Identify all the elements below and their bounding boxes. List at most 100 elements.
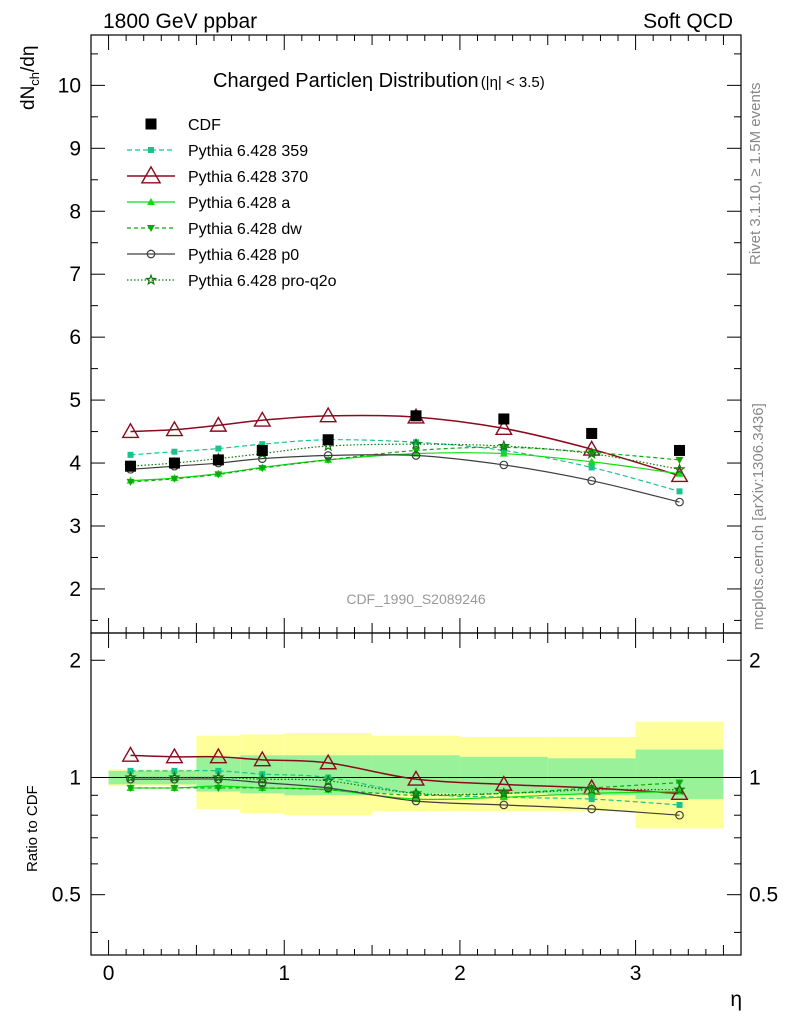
legend-marker-p370	[140, 165, 162, 184]
ratio-point-p370	[121, 746, 140, 762]
point-p359	[215, 445, 222, 452]
ratio-point-pdw	[675, 779, 684, 787]
point-pdw	[214, 471, 223, 479]
ratio-line-p370	[130, 754, 680, 795]
ratio-point-p370	[670, 784, 689, 800]
y-tick-label: 3	[69, 515, 81, 538]
ratio-point-pdw	[170, 784, 179, 792]
ratio-point-pp0	[411, 796, 421, 806]
cdf-data-point	[212, 454, 224, 466]
ratio-point-pdw	[258, 784, 267, 792]
cdf-data-point	[498, 413, 510, 425]
ratio-tick-label-left: 2	[69, 649, 81, 672]
point-pq2o	[673, 462, 686, 475]
cdf-data-point	[322, 434, 334, 446]
ratio-line-pp0	[130, 778, 680, 816]
ratio-point-pp0	[214, 774, 223, 784]
ratio-point-pdw	[587, 784, 596, 792]
mcplots-label: mcplots.cern.ch [arXiv:1306.3436]	[750, 403, 767, 630]
ratio-point-p370	[406, 769, 426, 786]
y-tick-label: 6	[69, 326, 81, 349]
y-tick-label: 2	[69, 578, 81, 601]
ratio-ylabel: Ratio to CDF	[24, 785, 41, 872]
ratio-point-p359	[588, 796, 595, 803]
ratio-point-p370	[209, 747, 228, 764]
ratio-point-pp0	[323, 783, 333, 793]
x-tick-label: 0	[103, 962, 115, 985]
point-p370	[165, 420, 184, 437]
point-p359	[171, 448, 178, 455]
axes-frame: 2 3 4 5 6 7 8 9 10 0 1 2 3 0.5 0.5 1 1 2 2	[52, 34, 778, 985]
cdf-data-point	[168, 457, 180, 469]
ratio-point-p359	[215, 767, 222, 774]
point-p370	[253, 411, 272, 427]
ratio-point-pq2o	[585, 783, 598, 795]
x-axis-label: η	[730, 988, 742, 1011]
legend-marker-pp0	[146, 249, 156, 259]
ratio-point-pdw	[126, 784, 135, 792]
point-pa	[675, 469, 684, 477]
ratio-point-pp0	[170, 774, 179, 784]
ratio-tick-label-right: 0.5	[749, 884, 778, 907]
point-pdw	[170, 475, 179, 483]
legend-label-p359: Pythia 6.428 359	[188, 143, 308, 160]
ratio-point-p370	[165, 747, 184, 764]
ratio-line-pq2o	[130, 776, 680, 796]
cdf-data-point	[256, 444, 268, 456]
series-line-p359	[130, 439, 680, 492]
cdf-data-point	[410, 410, 422, 422]
main-series-lines	[121, 406, 689, 507]
ratio-tick-label-left: 0.5	[52, 884, 81, 907]
cdf-data-point	[674, 444, 686, 456]
series-line-pp0	[130, 454, 680, 503]
point-pdw	[258, 465, 267, 473]
ratio-point-pp0	[126, 774, 135, 784]
header-category: Soft QCD	[643, 10, 733, 33]
ratio-line-pa	[130, 785, 680, 801]
point-pa	[587, 457, 596, 465]
point-pp0	[411, 451, 421, 460]
y-tick-label: 9	[69, 137, 81, 160]
point-p359	[259, 441, 266, 448]
point-p370	[121, 422, 140, 439]
ratio-point-pq2o	[673, 783, 686, 795]
ratio-line-p359	[130, 770, 680, 806]
y-tick-label: 8	[69, 200, 81, 223]
legend-marker-pa	[147, 198, 155, 205]
x-tick-label: 3	[630, 962, 642, 985]
chart-title: Charged Particleη Distribution (|η| < 3.5…	[213, 70, 545, 92]
ratio-point-pdw	[214, 784, 223, 792]
ratio-point-pp0	[587, 804, 597, 814]
point-pq2o	[409, 437, 423, 450]
point-p370	[209, 416, 228, 432]
point-p370	[319, 406, 338, 423]
y-tick-label: 4	[69, 452, 81, 475]
ratio-point-p370	[319, 753, 338, 770]
legend-label-cdf: CDF	[188, 117, 221, 134]
legend-marker-p359	[148, 147, 154, 153]
ratio-tick-label-left: 1	[69, 766, 81, 789]
ratio-point-pq2o	[168, 771, 181, 783]
ratio-point-p359	[171, 767, 178, 774]
point-pdw	[587, 449, 596, 457]
main-ylabel: dNch/dη	[18, 46, 42, 110]
ratio-point-p359	[127, 767, 134, 774]
point-p359	[588, 464, 595, 471]
series-line-p370	[130, 414, 680, 477]
legend: CDF Pythia 6.428 359 Pythia 6.428 370 Pythi…	[127, 117, 337, 290]
point-pdw	[126, 478, 135, 486]
analysis-id: CDF_1990_S2089246	[346, 591, 486, 607]
ratio-point-pq2o	[212, 771, 225, 783]
cdf-data-point	[586, 427, 598, 439]
y-tick-label: 5	[69, 389, 81, 412]
ratio-point-pp0	[499, 800, 509, 810]
legend-label-pa: Pythia 6.428 a	[188, 195, 290, 212]
ratio-tick-label-right: 1	[749, 766, 761, 789]
legend-label-p370: Pythia 6.428 370	[188, 169, 308, 186]
rivet-version-label: Rivet 3.1.10, ≥ 1.5M events	[747, 83, 764, 266]
point-p359	[127, 451, 134, 458]
ratio-point-pp0	[257, 778, 267, 787]
ratio-frame	[90, 632, 742, 956]
ratio-point-p359	[676, 801, 683, 808]
